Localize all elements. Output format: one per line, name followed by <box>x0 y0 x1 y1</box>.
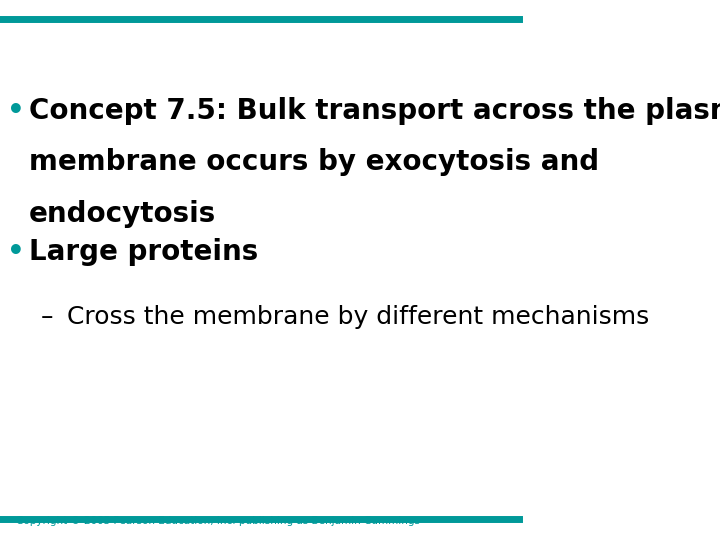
Text: Large proteins: Large proteins <box>29 238 258 266</box>
Text: –: – <box>40 305 53 329</box>
Text: Concept 7.5: Bulk transport across the plasma: Concept 7.5: Bulk transport across the p… <box>29 97 720 125</box>
Text: Copyright © 2005 Pearson Education, Inc. publishing as Benjamin Cummings: Copyright © 2005 Pearson Education, Inc.… <box>16 516 420 526</box>
Text: Cross the membrane by different mechanisms: Cross the membrane by different mechanis… <box>68 305 649 329</box>
Text: •: • <box>6 238 24 266</box>
Text: endocytosis: endocytosis <box>29 200 216 228</box>
Text: •: • <box>6 97 24 125</box>
Text: membrane occurs by exocytosis and: membrane occurs by exocytosis and <box>29 148 598 177</box>
